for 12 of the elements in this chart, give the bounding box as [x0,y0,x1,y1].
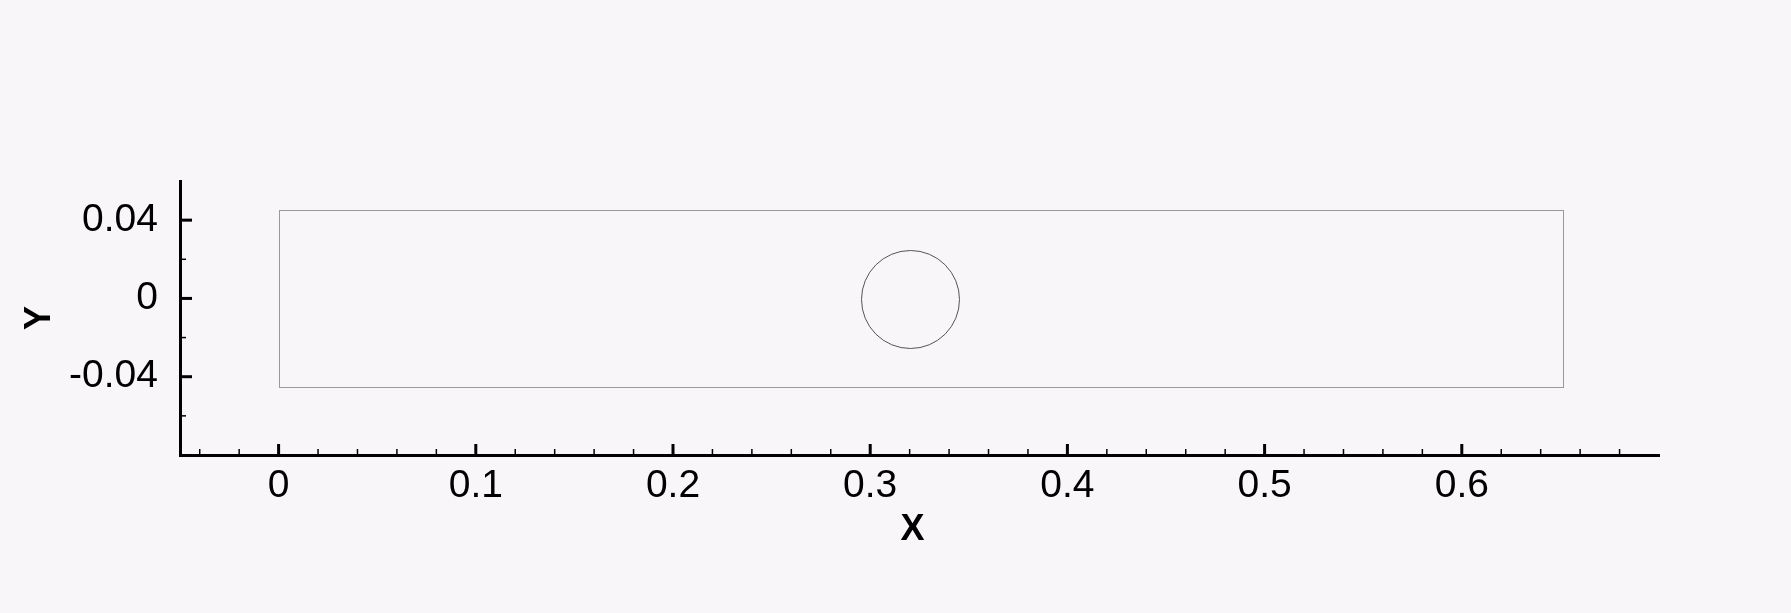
x-tick-label: 0.5 [1237,462,1292,506]
x-tick-label: 0.6 [1434,462,1489,506]
y-tick-label: -0.04 [69,352,158,396]
x-tick-label: 0.3 [843,462,898,506]
y-tick-label: 0 [136,274,158,318]
x-tick-label: 0.2 [645,462,701,506]
x-tick-label: 0.4 [1040,462,1095,506]
x-tick-label: 0.1 [448,462,503,506]
x-tick-label: 0 [267,462,290,506]
y-tick-label: 0.04 [82,195,158,239]
x-axis-title: X [900,506,925,548]
y-axis-title: Y [16,305,58,331]
